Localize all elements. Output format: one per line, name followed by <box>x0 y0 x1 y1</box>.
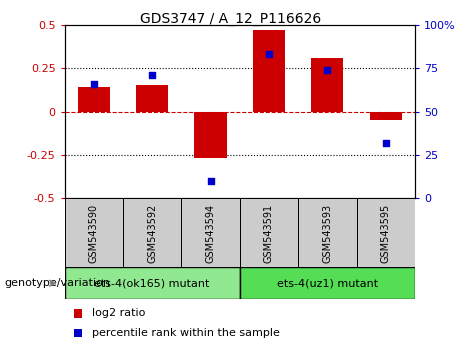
Bar <box>65 267 240 299</box>
Point <box>324 67 331 73</box>
Text: ets-4(ok165) mutant: ets-4(ok165) mutant <box>95 278 210 288</box>
Text: GSM543593: GSM543593 <box>322 204 332 263</box>
Text: ets-4(uz1) mutant: ets-4(uz1) mutant <box>277 278 378 288</box>
Bar <box>181 198 240 267</box>
Point <box>382 140 390 145</box>
Text: GSM543590: GSM543590 <box>89 204 99 263</box>
Text: percentile rank within the sample: percentile rank within the sample <box>92 328 280 338</box>
Text: GSM543595: GSM543595 <box>381 204 391 263</box>
Bar <box>311 58 343 112</box>
Text: GSM543594: GSM543594 <box>206 204 216 263</box>
Bar <box>370 112 402 120</box>
Text: GSM543591: GSM543591 <box>264 204 274 263</box>
Bar <box>298 198 356 267</box>
Bar <box>356 198 415 267</box>
Point <box>207 178 214 184</box>
Point <box>265 51 272 57</box>
Bar <box>253 30 285 112</box>
Bar <box>240 267 415 299</box>
Bar <box>240 198 298 267</box>
Text: GDS3747 / A_12_P116626: GDS3747 / A_12_P116626 <box>140 12 321 27</box>
Bar <box>136 85 168 112</box>
Bar <box>65 198 123 267</box>
Point <box>148 72 156 78</box>
Bar <box>123 198 181 267</box>
Text: GSM543592: GSM543592 <box>147 204 157 263</box>
Text: genotype/variation: genotype/variation <box>5 278 111 288</box>
Text: log2 ratio: log2 ratio <box>92 308 146 318</box>
Point <box>90 81 97 87</box>
Bar <box>195 112 226 158</box>
Bar <box>77 87 110 112</box>
